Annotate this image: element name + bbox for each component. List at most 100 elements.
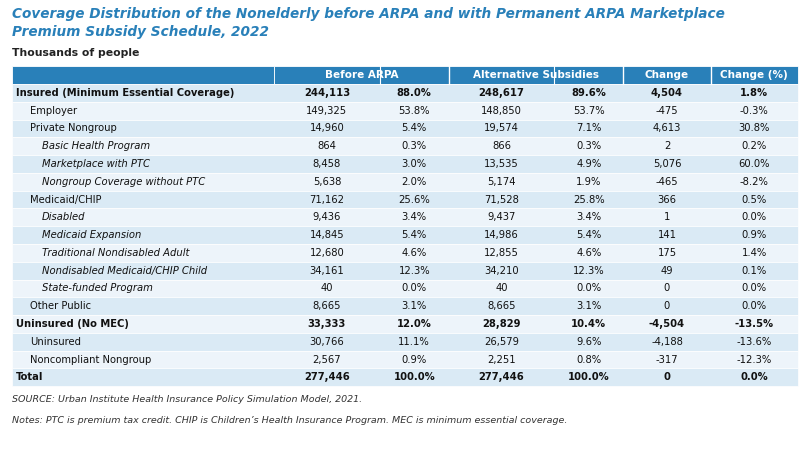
Text: Before ARPA: Before ARPA	[325, 70, 398, 80]
FancyBboxPatch shape	[12, 66, 274, 84]
Text: 3.4%: 3.4%	[576, 213, 601, 222]
Text: 864: 864	[318, 141, 336, 151]
Text: -4,504: -4,504	[649, 319, 685, 329]
Text: 244,113: 244,113	[304, 88, 350, 98]
Text: 0.0%: 0.0%	[742, 283, 767, 293]
Text: 4,613: 4,613	[653, 123, 681, 133]
Text: Alternative Subsidies: Alternative Subsidies	[473, 70, 599, 80]
Text: 10.4%: 10.4%	[571, 319, 606, 329]
Text: 60.0%: 60.0%	[738, 159, 770, 169]
Text: 3.1%: 3.1%	[576, 301, 601, 311]
FancyBboxPatch shape	[623, 66, 711, 84]
Text: 71,528: 71,528	[484, 195, 519, 205]
FancyBboxPatch shape	[12, 315, 798, 333]
Text: 366: 366	[658, 195, 676, 205]
FancyBboxPatch shape	[12, 155, 798, 173]
Text: 5.4%: 5.4%	[401, 230, 427, 240]
FancyBboxPatch shape	[12, 262, 798, 280]
Text: 1.8%: 1.8%	[740, 88, 768, 98]
FancyBboxPatch shape	[12, 298, 798, 315]
Text: Other Public: Other Public	[30, 301, 91, 311]
Text: 248,617: 248,617	[479, 88, 525, 98]
Text: 14,845: 14,845	[310, 230, 344, 240]
Text: 12.3%: 12.3%	[398, 266, 430, 276]
Text: 0.5%: 0.5%	[742, 195, 767, 205]
Text: Marketplace with PTC: Marketplace with PTC	[42, 159, 150, 169]
Text: 11.1%: 11.1%	[398, 337, 430, 347]
Text: -317: -317	[655, 355, 679, 365]
Text: 13,535: 13,535	[484, 159, 519, 169]
Text: 2: 2	[664, 141, 670, 151]
Text: 40: 40	[321, 283, 333, 293]
Text: Insured (Minimum Essential Coverage): Insured (Minimum Essential Coverage)	[16, 88, 235, 98]
Text: 4.6%: 4.6%	[576, 248, 601, 258]
Text: 9,437: 9,437	[488, 213, 516, 222]
Text: 12,855: 12,855	[484, 248, 519, 258]
Text: 3.4%: 3.4%	[401, 213, 426, 222]
Text: 12.0%: 12.0%	[397, 319, 432, 329]
Text: -4,188: -4,188	[651, 337, 683, 347]
FancyBboxPatch shape	[12, 280, 798, 298]
Text: 141: 141	[658, 230, 676, 240]
Text: Notes: PTC is premium tax credit. CHIP is Children’s Health Insurance Program. M: Notes: PTC is premium tax credit. CHIP i…	[12, 416, 567, 425]
Text: 30.8%: 30.8%	[738, 123, 770, 133]
Text: 8,665: 8,665	[313, 301, 341, 311]
Text: 5,638: 5,638	[313, 177, 341, 187]
Text: 12,680: 12,680	[310, 248, 344, 258]
Text: 0.2%: 0.2%	[742, 141, 767, 151]
Text: 149,325: 149,325	[306, 106, 347, 116]
Text: Private Nongroup: Private Nongroup	[30, 123, 117, 133]
Text: 33,333: 33,333	[308, 319, 346, 329]
FancyBboxPatch shape	[12, 84, 798, 102]
Text: 89.6%: 89.6%	[571, 88, 606, 98]
FancyBboxPatch shape	[12, 351, 798, 368]
Text: 5.4%: 5.4%	[401, 123, 427, 133]
FancyBboxPatch shape	[12, 173, 798, 191]
Text: 3.1%: 3.1%	[401, 301, 427, 311]
Text: Premium Subsidy Schedule, 2022: Premium Subsidy Schedule, 2022	[12, 25, 269, 39]
Text: 4.6%: 4.6%	[401, 248, 427, 258]
FancyBboxPatch shape	[12, 368, 798, 386]
Text: Change (%): Change (%)	[721, 70, 788, 80]
Text: Traditional Nondisabled Adult: Traditional Nondisabled Adult	[42, 248, 189, 258]
Text: 175: 175	[658, 248, 676, 258]
Text: 0.0%: 0.0%	[742, 301, 767, 311]
Text: Change: Change	[645, 70, 689, 80]
Text: 9,436: 9,436	[313, 213, 341, 222]
Text: 5.4%: 5.4%	[576, 230, 601, 240]
Text: Total: Total	[16, 372, 44, 382]
Text: 866: 866	[492, 141, 511, 151]
Text: State-funded Program: State-funded Program	[42, 283, 153, 293]
Text: 1: 1	[664, 213, 670, 222]
Text: -475: -475	[655, 106, 679, 116]
Text: 2,567: 2,567	[313, 355, 341, 365]
Text: -8.2%: -8.2%	[740, 177, 769, 187]
Text: 1.4%: 1.4%	[742, 248, 767, 258]
Text: 25.8%: 25.8%	[573, 195, 604, 205]
Text: 3.0%: 3.0%	[401, 159, 426, 169]
Text: 0.1%: 0.1%	[742, 266, 767, 276]
Text: 9.6%: 9.6%	[576, 337, 601, 347]
Text: 7.1%: 7.1%	[576, 123, 601, 133]
FancyBboxPatch shape	[12, 226, 798, 244]
Text: 4.9%: 4.9%	[576, 159, 601, 169]
Text: 8,458: 8,458	[313, 159, 341, 169]
FancyBboxPatch shape	[12, 208, 798, 226]
FancyBboxPatch shape	[12, 138, 798, 155]
Text: 4,504: 4,504	[651, 88, 683, 98]
FancyBboxPatch shape	[12, 333, 798, 351]
Text: Uninsured (No MEC): Uninsured (No MEC)	[16, 319, 129, 329]
Text: 148,850: 148,850	[481, 106, 522, 116]
Text: Coverage Distribution of the Nonelderly before ARPA and with Permanent ARPA Mark: Coverage Distribution of the Nonelderly …	[12, 7, 725, 21]
Text: Thousands of people: Thousands of people	[12, 48, 139, 58]
FancyBboxPatch shape	[274, 66, 449, 84]
Text: 53.7%: 53.7%	[573, 106, 604, 116]
Text: Nondisabled Medicaid/CHIP Child: Nondisabled Medicaid/CHIP Child	[42, 266, 207, 276]
Text: 0.3%: 0.3%	[401, 141, 426, 151]
Text: -12.3%: -12.3%	[737, 355, 772, 365]
Text: 0.8%: 0.8%	[576, 355, 601, 365]
Text: 40: 40	[495, 283, 508, 293]
FancyBboxPatch shape	[12, 244, 798, 262]
FancyBboxPatch shape	[12, 102, 798, 120]
Text: 34,210: 34,210	[484, 266, 519, 276]
